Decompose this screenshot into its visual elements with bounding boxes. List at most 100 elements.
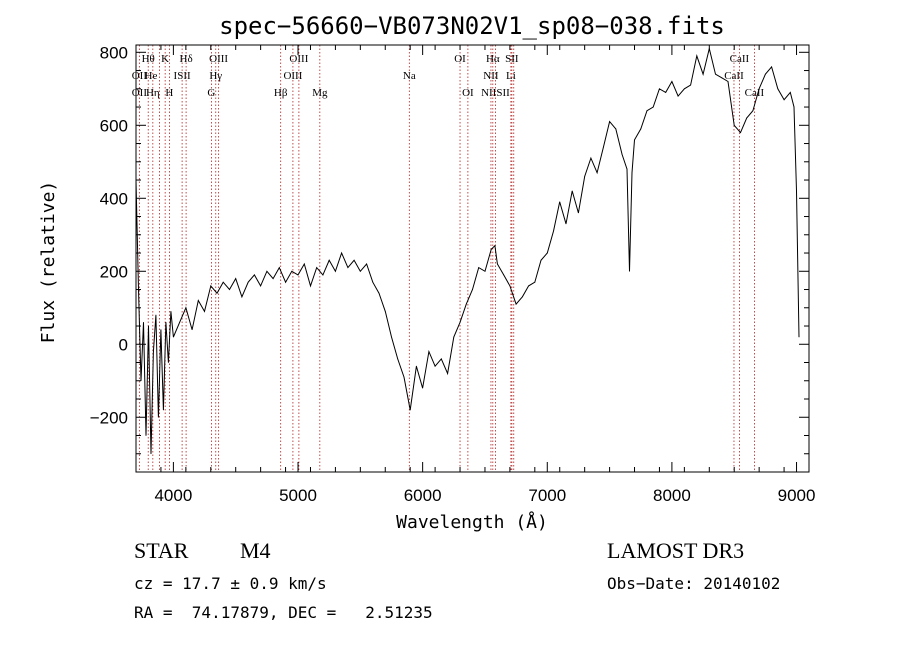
data-point: [534, 281, 536, 283]
plot-frame: [135, 44, 810, 473]
data-point: [272, 278, 274, 279]
data-point: [210, 285, 212, 287]
data-point: [578, 212, 579, 214]
chart-title: spec−56660−VB073N02V1_sp08−038.fits: [219, 12, 725, 40]
line-label: He: [145, 70, 158, 82]
data-point: [160, 329, 162, 331]
redshift-text: cz = 17.7 ± 0.9 km/s: [134, 574, 327, 593]
x-tick-label: 5000: [279, 486, 317, 505]
data-point: [253, 274, 255, 276]
data-point: [629, 270, 630, 272]
data-point: [777, 88, 779, 90]
data-point: [453, 336, 455, 338]
data-point: [796, 190, 797, 192]
data-point: [584, 175, 586, 177]
data-point: [793, 106, 795, 108]
line-label: CaII: [724, 70, 744, 82]
series-layer: [135, 48, 800, 455]
data-point: [322, 274, 324, 276]
x-tick-label: 9000: [778, 486, 816, 505]
data-point: [197, 300, 199, 301]
data-point: [170, 311, 172, 312]
data-point: [384, 311, 386, 312]
data-point: [422, 387, 424, 389]
line-label: Hθ: [142, 53, 155, 65]
data-point: [158, 416, 159, 418]
line-label: CaII: [745, 87, 765, 99]
data-point: [490, 248, 492, 250]
line-label: Hδ: [180, 53, 193, 65]
data-point: [145, 435, 147, 436]
data-point: [740, 132, 741, 133]
axis-ticks: 4000 5000 6000 7000 8000 9000 −200 0 200 400 600 80…: [90, 43, 816, 505]
data-point: [609, 121, 610, 123]
data-point: [143, 321, 144, 323]
data-point: [278, 267, 280, 269]
data-point: [497, 263, 498, 265]
data-point: [478, 267, 480, 269]
data-point: [621, 154, 623, 155]
data-point: [677, 95, 679, 97]
data-point: [266, 270, 268, 272]
line-label: NIISII: [481, 87, 510, 99]
obs-date: Obs−Date: 20140102: [607, 574, 781, 593]
data-point: [310, 285, 311, 287]
x-tick-label: 6000: [404, 486, 442, 505]
data-point: [172, 336, 174, 338]
y-tick-label: 400: [100, 189, 128, 208]
line-label: K: [161, 53, 169, 65]
data-point: [403, 376, 405, 378]
data-point: [428, 351, 430, 352]
data-point: [659, 88, 660, 90]
data-point: [359, 270, 361, 272]
data-point: [335, 270, 336, 272]
data-point: [615, 128, 617, 130]
y-tick-label: −200: [90, 408, 128, 427]
object-class: STAR: [134, 538, 189, 563]
data-point: [683, 88, 685, 90]
data-point: [665, 92, 667, 93]
data-point: [690, 84, 692, 86]
y-tick-label: 600: [100, 116, 128, 135]
data-point: [764, 73, 766, 75]
data-point: [155, 314, 157, 316]
line-label: SII: [505, 53, 519, 65]
y-tick-label: 0: [119, 335, 128, 354]
line-label: Hβ: [274, 87, 288, 99]
data-point: [509, 285, 511, 287]
data-point: [165, 321, 167, 323]
line-label: ISII: [174, 70, 191, 82]
line-markers: [138, 45, 755, 472]
data-point: [297, 274, 299, 276]
data-point: [291, 270, 293, 272]
line-label: H: [165, 87, 173, 99]
data-point: [590, 157, 592, 159]
data-point: [626, 168, 628, 170]
data-point: [285, 281, 286, 283]
line-label: OI: [454, 53, 466, 65]
data-point: [721, 77, 723, 79]
line-label: OIII: [289, 53, 308, 65]
data-point: [366, 263, 367, 265]
line-label: NII: [483, 70, 499, 82]
data-point: [465, 303, 467, 305]
data-point: [733, 124, 735, 126]
data-point: [783, 99, 785, 101]
data-point: [494, 245, 496, 247]
data-point: [229, 289, 230, 290]
data-point: [546, 252, 548, 254]
line-label: Li: [506, 70, 516, 82]
data-point: [353, 259, 355, 261]
data-point: [515, 303, 517, 305]
data-point: [631, 172, 633, 174]
data-point: [752, 110, 754, 112]
line-label: CaII: [730, 53, 750, 65]
data-point: [303, 263, 305, 265]
data-point: [222, 281, 224, 283]
data-point: [372, 281, 374, 283]
data-point: [179, 321, 181, 323]
line-label: Hγ: [209, 70, 222, 82]
data-point: [571, 190, 573, 192]
